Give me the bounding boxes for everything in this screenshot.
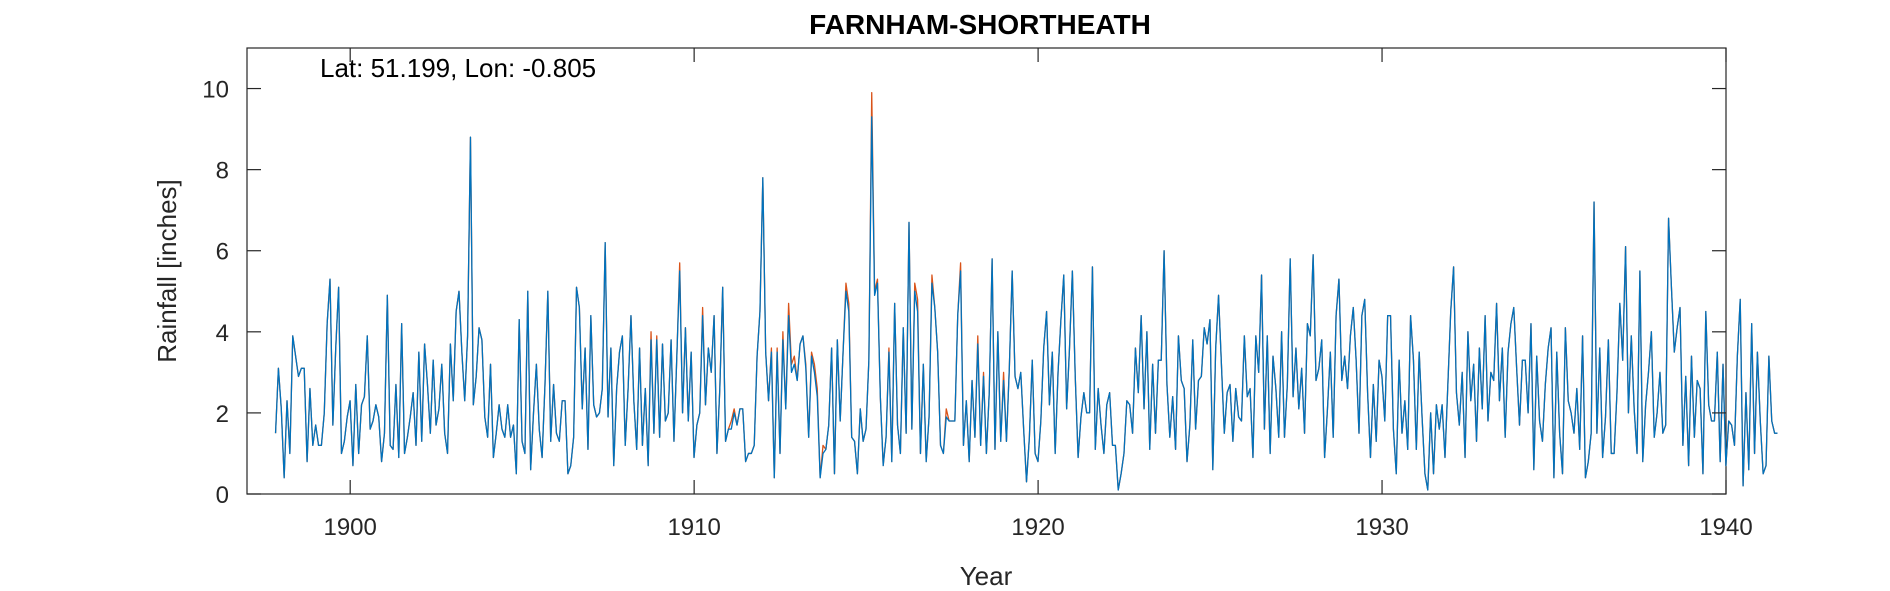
x-tick-label: 1920 [1011, 514, 1064, 541]
series-group [274, 91, 1778, 491]
chart-title: FARNHAM-SHORTHEATH [809, 9, 1151, 40]
x-tick-label: 1940 [1699, 514, 1752, 541]
x-tick-label: 1900 [323, 514, 376, 541]
series-line-2 [274, 116, 1778, 491]
y-axis-label: Rainfall [inches] [152, 179, 182, 363]
y-tick-label: 10 [202, 77, 229, 104]
plot-area [246, 47, 1727, 495]
y-tick-label: 6 [216, 239, 229, 266]
axes-group: 1900 1910 1920 1930 1940 0 2 4 6 8 10 [202, 48, 1753, 541]
y-tick-label: 8 [216, 158, 229, 185]
x-tick-label: 1930 [1355, 514, 1408, 541]
x-axis-label: Year [960, 561, 1013, 591]
y-tick-label: 2 [216, 401, 229, 428]
location-annotation: Lat: 51.199, Lon: -0.805 [320, 53, 596, 83]
y-tick-label: 0 [216, 482, 229, 509]
y-tick-label: 4 [216, 320, 229, 347]
x-tick-label: 1910 [667, 514, 720, 541]
